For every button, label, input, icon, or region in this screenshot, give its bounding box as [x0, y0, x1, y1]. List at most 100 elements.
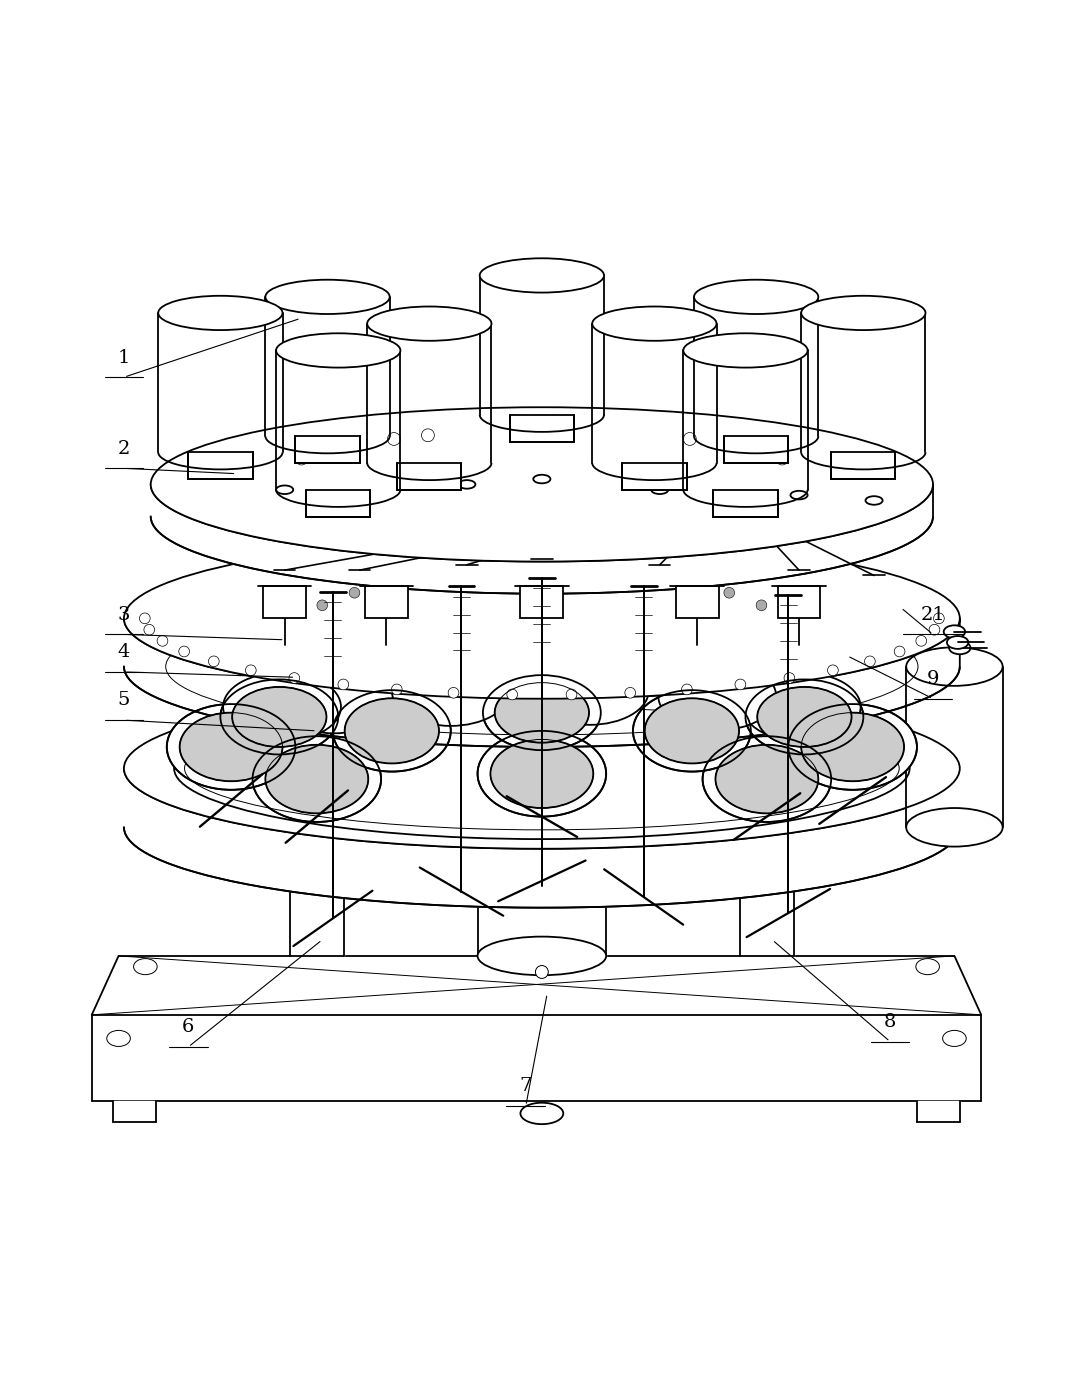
Circle shape [894, 647, 905, 656]
Circle shape [422, 429, 435, 442]
Polygon shape [92, 956, 981, 1015]
Ellipse shape [458, 480, 475, 488]
Circle shape [338, 680, 349, 689]
Ellipse shape [232, 687, 326, 747]
Ellipse shape [107, 1031, 130, 1047]
Circle shape [735, 680, 746, 689]
Ellipse shape [392, 658, 510, 727]
Ellipse shape [367, 307, 491, 341]
Ellipse shape [480, 259, 604, 293]
Text: 4: 4 [118, 643, 130, 662]
Text: 8: 8 [884, 1013, 896, 1031]
Circle shape [865, 656, 876, 667]
Circle shape [567, 689, 577, 700]
Circle shape [516, 424, 529, 438]
Bar [306, 490, 370, 516]
Text: 5: 5 [118, 691, 130, 710]
Polygon shape [150, 484, 934, 593]
Circle shape [673, 578, 684, 588]
Ellipse shape [483, 676, 601, 750]
Circle shape [317, 446, 329, 458]
Ellipse shape [746, 680, 864, 754]
Circle shape [608, 571, 619, 582]
Ellipse shape [490, 739, 593, 808]
Bar [510, 414, 574, 442]
Bar [676, 586, 719, 618]
Ellipse shape [533, 475, 550, 483]
Ellipse shape [802, 713, 905, 782]
Ellipse shape [166, 705, 295, 790]
Ellipse shape [907, 808, 1002, 846]
Bar [365, 586, 408, 618]
Ellipse shape [802, 296, 926, 330]
Text: 3: 3 [118, 605, 130, 623]
Ellipse shape [220, 680, 338, 754]
Ellipse shape [684, 333, 808, 367]
Ellipse shape [645, 698, 739, 764]
Bar [622, 462, 687, 490]
Circle shape [139, 612, 150, 623]
Ellipse shape [351, 491, 368, 499]
Ellipse shape [866, 497, 883, 505]
Circle shape [387, 432, 400, 446]
Ellipse shape [477, 937, 606, 976]
Ellipse shape [950, 641, 970, 654]
Ellipse shape [716, 744, 819, 813]
Bar [832, 453, 896, 479]
Bar [520, 586, 563, 618]
Text: 7: 7 [519, 1077, 532, 1095]
Circle shape [776, 453, 789, 465]
Ellipse shape [123, 538, 959, 699]
Bar [778, 586, 821, 618]
Ellipse shape [633, 691, 751, 772]
Circle shape [916, 636, 927, 647]
Polygon shape [477, 827, 606, 956]
Circle shape [465, 571, 475, 582]
Circle shape [506, 689, 517, 700]
Circle shape [724, 588, 735, 599]
Polygon shape [740, 827, 794, 956]
Polygon shape [907, 666, 1002, 827]
Ellipse shape [477, 808, 606, 846]
Circle shape [536, 568, 547, 579]
Text: 6: 6 [182, 1018, 194, 1036]
Ellipse shape [758, 687, 852, 747]
Circle shape [179, 647, 190, 656]
Polygon shape [290, 827, 343, 956]
Circle shape [624, 688, 635, 698]
Circle shape [289, 673, 299, 684]
Ellipse shape [531, 656, 649, 725]
Bar [295, 436, 359, 462]
Ellipse shape [651, 486, 668, 494]
Bar [397, 462, 461, 490]
Ellipse shape [789, 705, 917, 790]
Text: 21: 21 [921, 605, 945, 623]
Ellipse shape [916, 959, 940, 974]
Ellipse shape [179, 713, 282, 782]
Bar [724, 436, 789, 462]
Ellipse shape [592, 307, 717, 341]
Ellipse shape [943, 1031, 966, 1047]
Text: 2: 2 [118, 439, 130, 458]
Ellipse shape [520, 1102, 563, 1124]
Ellipse shape [944, 625, 965, 638]
Ellipse shape [223, 673, 341, 742]
Circle shape [827, 665, 838, 676]
Ellipse shape [123, 688, 959, 849]
Ellipse shape [265, 279, 389, 314]
Ellipse shape [275, 665, 393, 733]
Text: 1: 1 [118, 348, 130, 366]
Ellipse shape [133, 959, 157, 974]
Circle shape [684, 432, 696, 446]
Circle shape [349, 588, 359, 599]
Circle shape [449, 688, 459, 698]
Circle shape [681, 684, 692, 695]
Ellipse shape [252, 736, 381, 821]
Bar [188, 453, 252, 479]
Polygon shape [92, 1015, 981, 1101]
Ellipse shape [791, 491, 808, 499]
Ellipse shape [344, 698, 439, 764]
Ellipse shape [947, 636, 968, 649]
Circle shape [295, 453, 308, 465]
Ellipse shape [276, 486, 293, 494]
